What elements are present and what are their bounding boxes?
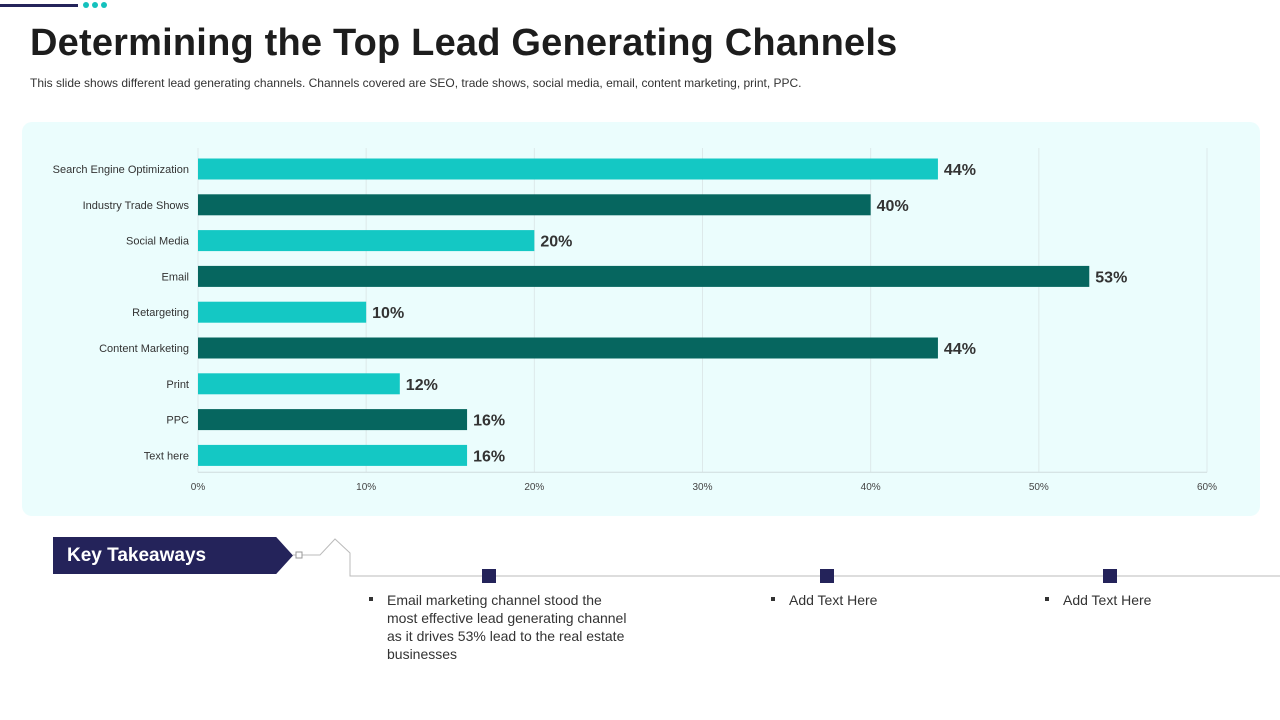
data-label: 10% bbox=[372, 305, 404, 322]
bar bbox=[198, 194, 871, 216]
bar bbox=[198, 265, 1090, 287]
x-tick-label: 30% bbox=[692, 482, 712, 493]
data-label: 44% bbox=[944, 341, 976, 358]
x-tick-label: 60% bbox=[1197, 482, 1217, 493]
category-label: PPC bbox=[166, 415, 189, 427]
category-label: Industry Trade Shows bbox=[83, 200, 190, 212]
takeaway-marker-1 bbox=[482, 569, 496, 583]
bar bbox=[198, 230, 535, 252]
x-tick-label: 0% bbox=[191, 482, 206, 493]
bar bbox=[198, 409, 468, 431]
bar bbox=[198, 444, 468, 466]
data-label: 16% bbox=[473, 413, 505, 430]
takeaway-item-3: Add Text Here bbox=[1045, 591, 1263, 609]
takeaway-item-1: Email marketing channel stood the most e… bbox=[369, 591, 627, 663]
data-label: 16% bbox=[473, 448, 505, 465]
data-label: 20% bbox=[540, 234, 572, 251]
x-tick-label: 20% bbox=[524, 482, 544, 493]
data-label: 53% bbox=[1095, 269, 1127, 286]
data-label: 44% bbox=[944, 162, 976, 179]
top-accent-bar bbox=[0, 4, 78, 7]
page-title: Determining the Top Lead Generating Chan… bbox=[30, 22, 898, 64]
category-label: Text here bbox=[144, 450, 189, 462]
x-tick-label: 50% bbox=[1029, 482, 1049, 493]
category-label: Search Engine Optimization bbox=[53, 164, 189, 176]
category-label: Retargeting bbox=[132, 307, 189, 319]
category-label: Content Marketing bbox=[99, 343, 189, 355]
category-label: Social Media bbox=[126, 236, 190, 248]
page-subtitle: This slide shows different lead generati… bbox=[30, 76, 802, 90]
bar bbox=[198, 373, 400, 395]
bar-chart: 0% 10% 20% 30% 40% 50% 60% Search Engine Optimi… bbox=[53, 148, 1217, 493]
x-tick-label: 40% bbox=[861, 482, 881, 493]
chart-panel: 0% 10% 20% 30% 40% 50% 60% Search Engine Optimi… bbox=[22, 122, 1260, 516]
takeaway-marker-3 bbox=[1103, 569, 1117, 583]
data-label: 40% bbox=[877, 198, 909, 215]
bar bbox=[198, 337, 938, 359]
data-label: 12% bbox=[406, 377, 438, 394]
accent-dots bbox=[83, 2, 107, 8]
category-label: Email bbox=[161, 271, 189, 283]
category-label: Print bbox=[166, 379, 189, 391]
bar bbox=[198, 158, 938, 180]
x-tick-label: 10% bbox=[356, 482, 376, 493]
takeaway-marker-2 bbox=[820, 569, 834, 583]
takeaway-item-2: Add Text Here bbox=[771, 591, 989, 609]
bar bbox=[198, 301, 367, 323]
key-takeaways-label: Key Takeaways bbox=[53, 537, 293, 574]
